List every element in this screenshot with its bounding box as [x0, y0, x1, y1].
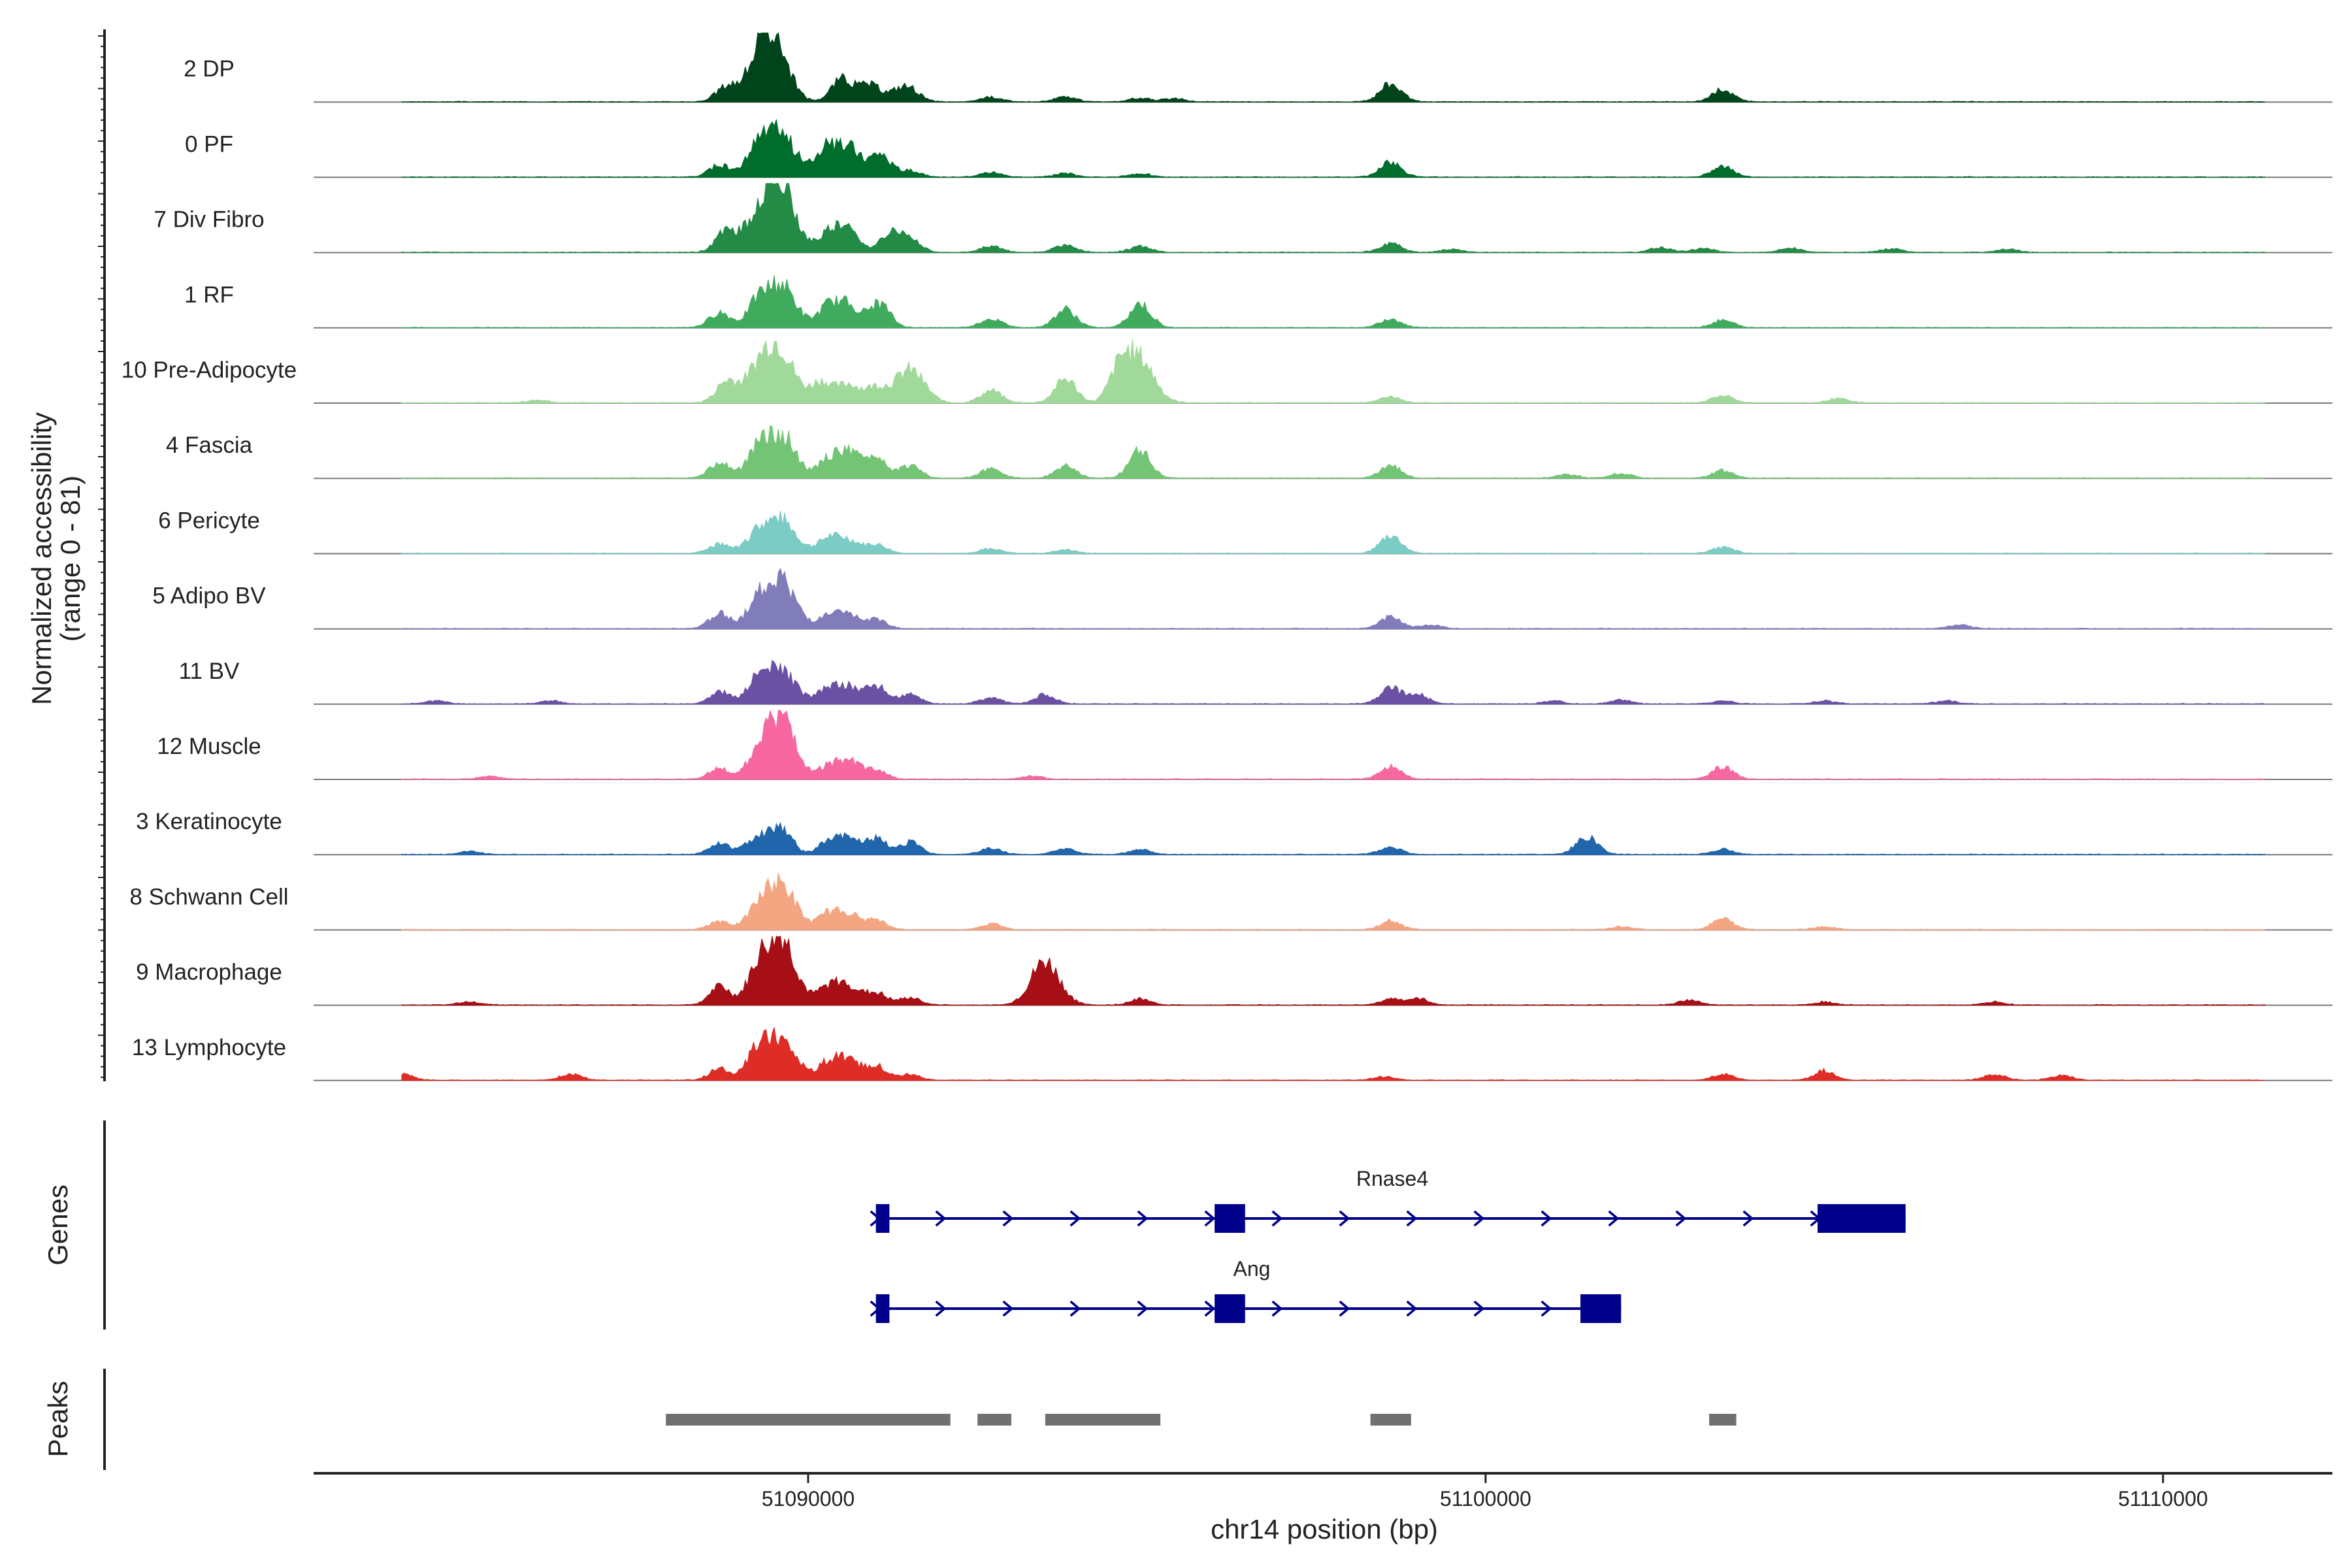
strand-arrow — [1675, 1210, 1687, 1227]
track-10: 3 Keratinocyte — [136, 809, 2332, 856]
gene-rnase4: Rnase4 — [870, 1167, 1906, 1233]
strand-arrow — [1406, 1210, 1418, 1227]
strand-arrow — [1339, 1210, 1350, 1227]
track-label: 0 PF — [185, 131, 233, 157]
track-6: 6 Pericyte — [158, 508, 2332, 555]
track-8: 11 BV — [179, 659, 2332, 705]
strand-arrow — [1541, 1300, 1552, 1317]
track-label: 10 Pre-Adipocyte — [122, 357, 297, 383]
coverage-area — [401, 183, 2265, 253]
strand-arrow — [1406, 1300, 1418, 1317]
strand-arrow — [1541, 1210, 1552, 1227]
coverage-area — [401, 710, 2265, 780]
exon — [1215, 1294, 1245, 1323]
coverage-area — [401, 119, 2265, 178]
peak-bar — [666, 1414, 951, 1426]
peak-bar — [1370, 1414, 1411, 1426]
track-label: 5 Adipo BV — [152, 583, 266, 609]
x-axis-ticks: 51090000 51100000 51110000 — [762, 1473, 2208, 1511]
strand-arrow — [1204, 1210, 1216, 1227]
coverage-area — [401, 821, 2265, 855]
track-label: 2 DP — [184, 56, 235, 82]
track-0: 2 DP — [184, 32, 2332, 103]
coverage-area — [401, 32, 2265, 103]
peaks-panel: Peaks — [42, 1369, 1737, 1470]
x-axis: 51090000 51100000 51110000 — [314, 1472, 2332, 1511]
strand-arrow — [1137, 1300, 1149, 1317]
track-5: 4 Fascia — [166, 425, 2332, 480]
exon — [1817, 1204, 1906, 1233]
strand-arrow — [1742, 1210, 1754, 1227]
genes-panel: Genes Rnase4 Ang — [42, 1120, 1906, 1330]
coverage-area — [401, 1027, 2265, 1081]
coverage-area — [401, 659, 2265, 705]
strand-arrow — [1137, 1210, 1149, 1227]
track-label: 7 Div Fibro — [154, 207, 264, 233]
track-9: 12 Muscle — [157, 710, 2332, 780]
strand-arrow — [1473, 1300, 1485, 1317]
track-11: 8 Schwann Cell — [129, 872, 2332, 931]
strand-arrow — [1271, 1210, 1283, 1227]
track-label: 9 Macrophage — [136, 960, 282, 985]
gene-label: Rnase4 — [1356, 1167, 1428, 1190]
exon — [875, 1294, 890, 1323]
genes-panel-label: Genes — [42, 1184, 73, 1266]
peaks-panel-label: Peaks — [42, 1381, 73, 1458]
coverage-area — [401, 872, 2265, 930]
track-label: 8 Schwann Cell — [129, 884, 288, 909]
strand-arrow — [1070, 1210, 1081, 1227]
gene-label: Ang — [1233, 1257, 1271, 1281]
peak-regions — [666, 1414, 1737, 1426]
exon — [1580, 1294, 1622, 1323]
x-tick-label: 51090000 — [762, 1487, 855, 1511]
strand-arrow — [1473, 1210, 1485, 1227]
coverage-area — [401, 425, 2265, 479]
y-axis-title: Normalized accessibility — [26, 412, 57, 705]
track-7: 5 Adipo BV — [152, 568, 2332, 630]
strand-arrow — [1608, 1210, 1620, 1227]
strand-arrow — [1002, 1210, 1014, 1227]
coverage-area — [401, 936, 2265, 1006]
x-axis-title: chr14 position (bp) — [1211, 1514, 1438, 1544]
track-label: 6 Pericyte — [158, 508, 260, 533]
track-label: 1 RF — [184, 282, 234, 308]
strand-arrow — [1204, 1300, 1216, 1317]
strand-arrow — [1070, 1300, 1081, 1317]
exon — [875, 1204, 890, 1233]
strand-arrow — [935, 1300, 947, 1317]
gene-ang: Ang — [870, 1257, 1622, 1323]
coverage-area — [401, 568, 2265, 630]
strand-arrow — [1339, 1300, 1350, 1317]
strand-arrow — [1002, 1300, 1014, 1317]
track-label: 13 Lymphocyte — [132, 1035, 286, 1060]
track-label: 11 BV — [179, 659, 240, 684]
x-tick-label: 51100000 — [1440, 1487, 1531, 1511]
track-12: 9 Macrophage — [136, 936, 2332, 1006]
track-1: 0 PF — [185, 119, 2332, 178]
x-tick-label: 51110000 — [2118, 1487, 2208, 1511]
coverage-y-axis — [98, 29, 106, 1081]
track-label: 3 Keratinocyte — [136, 809, 282, 834]
coverage-area — [401, 510, 2265, 554]
exon — [1215, 1204, 1245, 1233]
gene-models: Rnase4 Ang — [870, 1167, 1906, 1323]
strand-arrow — [935, 1210, 947, 1227]
peak-bar — [1045, 1414, 1161, 1426]
coverage-area — [401, 338, 2265, 404]
track-label: 12 Muscle — [157, 734, 261, 759]
track-4: 10 Pre-Adipocyte — [122, 338, 2332, 404]
track-2: 7 Div Fibro — [154, 183, 2332, 253]
peak-bar — [1709, 1414, 1737, 1426]
y-axis-range: (range 0 - 81) — [55, 476, 86, 642]
track-label: 4 Fascia — [166, 433, 253, 458]
strand-arrow — [1271, 1300, 1283, 1317]
coverage-area — [401, 275, 2265, 329]
track-3: 1 RF — [184, 275, 2332, 329]
peak-bar — [977, 1414, 1012, 1426]
track-13: 13 Lymphocyte — [132, 1027, 2332, 1081]
coverage-y-axis-ticks — [98, 35, 105, 1078]
coverage-tracks: 2 DP 0 PF 7 Div Fibro 1 RF 10 Pre-Adipocyte 4… — [122, 32, 2332, 1081]
